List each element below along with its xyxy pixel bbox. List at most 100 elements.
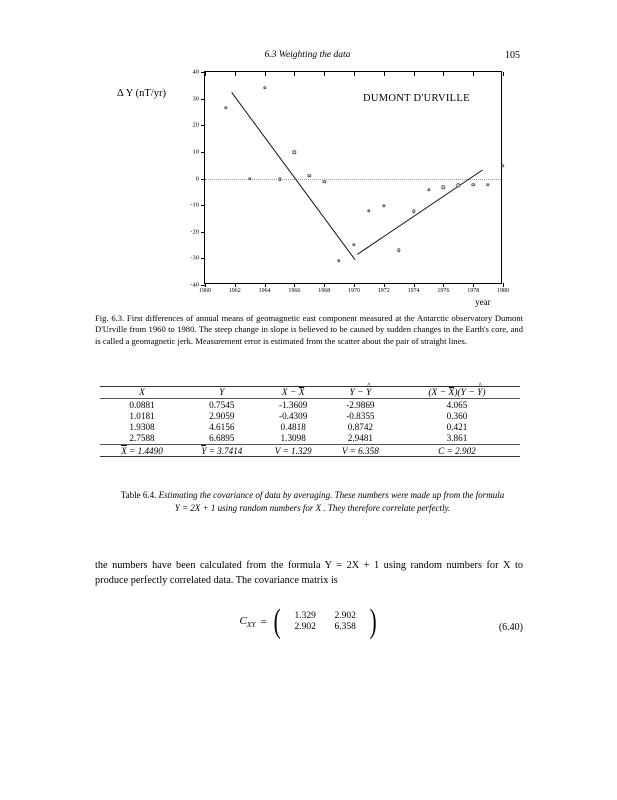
table-summary: X = 1.4490 Y = 3.7414 V = 1.329 V = 6.358 C … [100, 444, 520, 456]
summary-row: X = 1.4490 Y = 3.7414 V = 1.329 V = 6.358 C … [100, 444, 520, 456]
x-tick [264, 283, 266, 287]
x-tick-label: 1966 [288, 288, 301, 294]
y-tick-label: -30 [190, 254, 199, 262]
data-point [441, 185, 446, 189]
x-axis-label: year [475, 297, 491, 307]
x-tick-top [294, 72, 296, 76]
table-cell: -0.8355 [346, 410, 375, 421]
plot-title: DUMONT D'URVILLE [362, 92, 470, 104]
x-tick-top [264, 72, 266, 76]
y-tick [201, 151, 205, 153]
data-point [471, 182, 475, 187]
figure-caption-text: First differences of annual means of geo… [95, 313, 524, 346]
y-tick [201, 98, 205, 100]
matrix-cell: 2.902 [294, 622, 316, 633]
data-point [501, 164, 505, 168]
data-point [262, 86, 267, 90]
table-cell: 1.0181 [129, 410, 155, 421]
y-tick-label: 20 [192, 121, 200, 129]
data-point [382, 203, 386, 208]
table-cell: 0.8742 [347, 422, 373, 433]
table-cell: 0.4818 [280, 422, 306, 433]
x-tick-label: 1980 [497, 288, 509, 294]
table-cell: 0.360 [446, 410, 468, 421]
table-cell: 1.9308 [129, 422, 155, 433]
data-point [456, 183, 460, 188]
table-rule-summary [100, 443, 520, 445]
figure-caption: Fig. 6.3. First differences of annual me… [95, 313, 523, 347]
x-tick-label: 1960 [199, 288, 211, 294]
x-tick-top [383, 72, 385, 76]
x-tick [354, 283, 355, 287]
matrix-cell: 6.358 [334, 622, 356, 633]
y-tick-label: 10 [192, 148, 200, 156]
y-tick [201, 72, 205, 73]
x-tick [234, 283, 236, 287]
data-point [337, 259, 341, 263]
left-paren: ( [273, 603, 282, 640]
y-tick-label: -40 [190, 281, 199, 289]
x-tick-top [503, 72, 504, 76]
matrix: 1.329 2.902 2.902 6.358 [288, 611, 362, 632]
table-cell: 2.9481 [347, 433, 373, 444]
table-cell: 4.065 [446, 399, 468, 410]
x-tick [324, 283, 326, 287]
equation-6-40: CXY = ( 1.329 2.902 2.902 6.358 ) (6.40) [95, 603, 523, 654]
summary-cell: V = 6.358 [341, 445, 379, 456]
y-tick [201, 231, 205, 233]
table-cell: 2.9059 [209, 410, 235, 421]
running-header: 6.3 Weighting the data 105 [95, 50, 520, 66]
x-tick-label: 1970 [348, 288, 360, 294]
table-rule-top [100, 386, 520, 387]
x-tick-label: 1962 [228, 288, 241, 294]
x-tick-top [413, 72, 415, 76]
equation-body: CXY = ( 1.329 2.902 2.902 6.358 ) [239, 603, 379, 640]
data-point [224, 106, 228, 110]
column-header-y: Y [219, 387, 225, 398]
table-row: 2.7588 6.6895 1.3098 2.9481 3.861 [100, 433, 520, 444]
trend-line [356, 169, 483, 256]
trend-line [231, 91, 356, 261]
x-tick-label: 1974 [407, 288, 420, 294]
data-point [292, 150, 297, 154]
x-tick [473, 283, 475, 287]
x-tick [413, 283, 415, 287]
matrix-row: 1.329 2.902 [290, 611, 360, 621]
matrix-cell: 1.329 [294, 611, 316, 622]
summary-cell: Y = 3.7414 [201, 444, 243, 456]
x-tick-top [473, 72, 475, 76]
figure-6-3: Δ Y (nT/yr) DUMONT D'URVILLE -40 -30 -20 -1… [95, 62, 525, 308]
table-rule-bottom [100, 456, 520, 458]
data-point [426, 187, 431, 192]
table-body: 0.0881 0.7545 -1.3609 -2.9869 4.065 1.0181 2.9… [100, 399, 520, 444]
x-tick-top [443, 72, 445, 76]
table-cell: -1.3609 [279, 399, 308, 410]
running-header-title: 6.3 Weighting the data [264, 50, 351, 60]
x-tick-label: 1968 [318, 288, 331, 294]
figure-caption-label: Fig. 6.3. [95, 313, 125, 323]
y-axis-label: Δ Y (nT/yr) [117, 88, 166, 99]
x-tick-label: 1964 [258, 288, 271, 294]
data-point [247, 177, 252, 181]
equation-lhs: CXY [239, 614, 256, 629]
right-paren: ) [369, 603, 377, 640]
data-point [367, 209, 371, 213]
table-6-4: X Y X − X Y − Y (X − X)(Y − Y) 0.0881 0.7… [100, 381, 520, 458]
data-point [277, 177, 282, 181]
matrix-row: 2.902 6.358 [290, 622, 360, 632]
y-tick-label: -10 [190, 201, 199, 209]
y-tick-label: -20 [190, 228, 199, 236]
x-tick-top [234, 72, 236, 76]
table-cell: 0.421 [446, 422, 468, 433]
x-tick-label: 1972 [377, 288, 390, 294]
table-rule-header [100, 398, 520, 400]
summary-cell: X = 1.4490 [121, 444, 163, 456]
body-paragraph: the numbers have been calculated from th… [95, 560, 523, 586]
matrix-cell: 2.902 [334, 611, 356, 622]
y-tick [201, 125, 205, 127]
y-tick [201, 285, 205, 286]
table-cell: -0.4309 [279, 410, 308, 421]
y-tick [201, 205, 205, 207]
column-header-x-dev: X − X [281, 386, 305, 398]
